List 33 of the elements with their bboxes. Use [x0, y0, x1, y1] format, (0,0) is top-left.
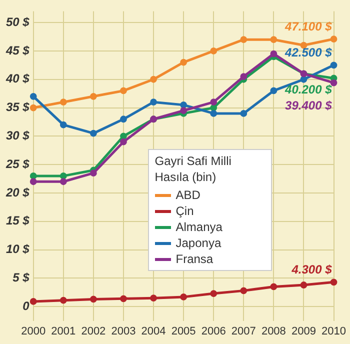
x-tick-label: 2008 — [261, 325, 286, 338]
y-tick-label: 45 $ — [4, 43, 30, 58]
data-label: 4.300 $ — [290, 262, 332, 276]
y-tick-label: 35 $ — [6, 100, 30, 114]
x-tick-label: 2002 — [81, 325, 106, 338]
x-tick-label: 2006 — [201, 325, 226, 338]
x-tick-label: 2005 — [171, 325, 196, 338]
data-label: 40.200 $ — [284, 82, 332, 97]
data-label: 42.500 $ — [284, 45, 332, 60]
legend-label: Fransa — [176, 252, 214, 266]
data-label: 39.400 $ — [285, 98, 332, 113]
x-tick-label: 2010 — [322, 325, 346, 338]
legend-label: Almanya — [176, 220, 222, 234]
y-tick-label: 15 $ — [6, 214, 30, 228]
y-tick-label: 40 $ — [4, 72, 30, 86]
data-label: 47.100 $ — [284, 19, 332, 34]
y-tick-label: 30 $ — [6, 128, 30, 142]
legend-label: Japonya — [176, 236, 222, 250]
x-tick-label: 2000 — [21, 325, 46, 338]
x-tick-label: 2004 — [141, 325, 166, 338]
x-tick-label: 2007 — [231, 325, 256, 338]
x-tick-label: 2009 — [291, 325, 316, 338]
legend-label: Çin — [176, 204, 194, 218]
x-tick-label: 2001 — [51, 325, 76, 338]
y-tick-label: 25 $ — [4, 156, 30, 171]
y-tick-label: 0 — [22, 298, 30, 313]
x-tick-label: 2003 — [111, 325, 136, 338]
y-tick-label: 20 $ — [4, 185, 30, 200]
y-tick-label: 50 $ — [6, 14, 30, 29]
legend-title: Gayri Safi Milli Hasıla (bin) — [154, 152, 232, 185]
y-tick-label: 10 $ — [6, 242, 30, 256]
y-tick-label: 5 $ — [12, 270, 30, 285]
legend-label: ABD — [176, 188, 200, 202]
